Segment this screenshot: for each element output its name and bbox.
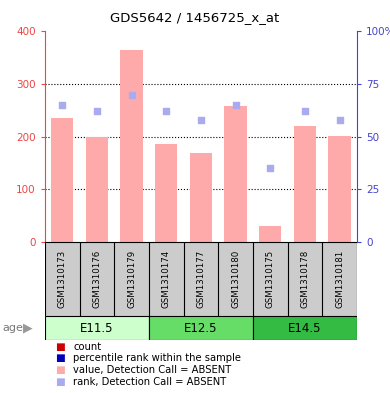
Bar — [120, 50, 143, 242]
Point — [59, 102, 65, 108]
Bar — [328, 136, 351, 242]
Text: ■: ■ — [55, 353, 64, 364]
Text: GSM1310176: GSM1310176 — [92, 250, 101, 308]
Text: value, Detection Call = ABSENT: value, Detection Call = ABSENT — [73, 365, 232, 375]
Text: ■: ■ — [55, 365, 64, 375]
Bar — [155, 145, 177, 242]
Point — [163, 108, 169, 114]
Text: ■: ■ — [55, 377, 64, 387]
FancyBboxPatch shape — [253, 316, 357, 340]
FancyBboxPatch shape — [45, 316, 149, 340]
Point — [337, 117, 343, 123]
Bar — [224, 106, 247, 242]
Text: GSM1310181: GSM1310181 — [335, 250, 344, 308]
FancyBboxPatch shape — [45, 242, 357, 316]
Point — [198, 117, 204, 123]
Text: rank, Detection Call = ABSENT: rank, Detection Call = ABSENT — [73, 377, 227, 387]
Text: GSM1310178: GSM1310178 — [300, 250, 309, 308]
Point — [302, 108, 308, 114]
Text: GSM1310177: GSM1310177 — [196, 250, 206, 308]
Text: GSM1310173: GSM1310173 — [58, 250, 67, 308]
FancyBboxPatch shape — [149, 316, 253, 340]
Text: percentile rank within the sample: percentile rank within the sample — [73, 353, 241, 364]
Text: E12.5: E12.5 — [184, 321, 218, 335]
Bar — [294, 126, 316, 242]
Text: E14.5: E14.5 — [288, 321, 322, 335]
Text: GSM1310179: GSM1310179 — [127, 250, 136, 308]
Point — [94, 108, 100, 114]
Text: GSM1310174: GSM1310174 — [162, 250, 171, 308]
Point — [128, 91, 135, 97]
Text: age: age — [2, 323, 23, 333]
Text: GDS5642 / 1456725_x_at: GDS5642 / 1456725_x_at — [110, 11, 280, 24]
Text: count: count — [73, 342, 101, 352]
Bar — [51, 118, 73, 242]
Point — [232, 102, 239, 108]
Text: ▶: ▶ — [23, 321, 32, 335]
Text: GSM1310175: GSM1310175 — [266, 250, 275, 308]
Point — [267, 165, 273, 171]
Text: E11.5: E11.5 — [80, 321, 113, 335]
Bar — [85, 136, 108, 242]
Text: GSM1310180: GSM1310180 — [231, 250, 240, 308]
Bar — [259, 226, 282, 242]
Text: ■: ■ — [55, 342, 64, 352]
Bar — [190, 153, 212, 242]
